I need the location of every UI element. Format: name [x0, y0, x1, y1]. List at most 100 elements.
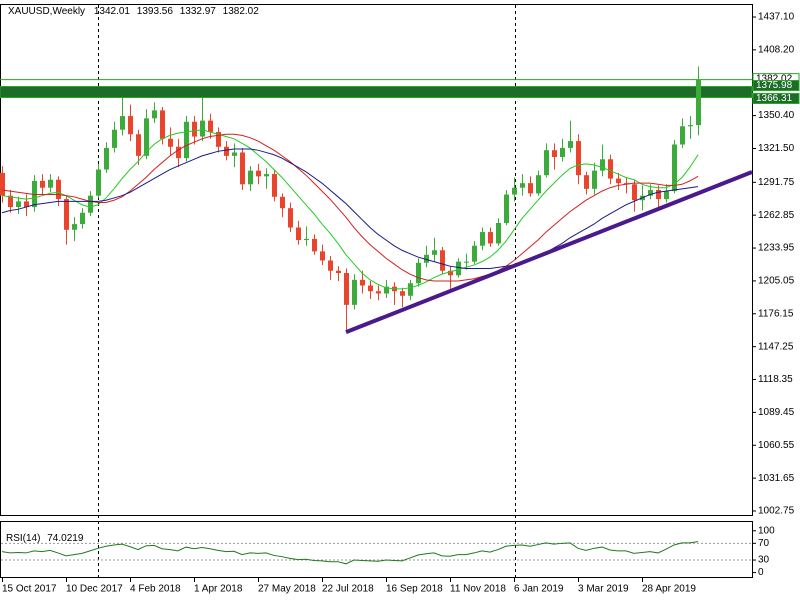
y-tick-label: 1002.75 — [758, 506, 795, 517]
candle-body — [304, 238, 309, 241]
candle-body — [224, 146, 229, 156]
candle-body — [272, 174, 277, 197]
candle-body — [384, 286, 389, 294]
candle-body — [480, 232, 485, 246]
x-tick-label: 22 Jul 2018 — [322, 584, 374, 595]
candle-body — [344, 273, 349, 305]
candle-body — [104, 147, 109, 170]
candle-body — [376, 291, 381, 294]
y-tick-label: 1408.20 — [758, 45, 795, 56]
level-label-box — [752, 80, 800, 92]
candle-body — [688, 125, 693, 127]
y-tick-label: 1350.40 — [758, 110, 795, 121]
y-tick-label: 1321.50 — [758, 143, 795, 154]
candle-body — [184, 121, 189, 159]
candle-body — [680, 126, 685, 145]
candle-body — [312, 238, 317, 252]
candle-body — [320, 251, 325, 261]
level-band — [0, 86, 753, 99]
rsi-line — [1, 541, 699, 565]
candle-body — [400, 291, 405, 296]
candle-body — [600, 159, 605, 171]
y-tick-label: 1205.05 — [758, 276, 795, 287]
level-label: 1375.98 — [756, 80, 793, 91]
ohlc-low: 1332.97 — [180, 6, 217, 17]
candle-body — [120, 116, 125, 130]
candle-body — [232, 152, 237, 156]
x-tick-label: 4 Feb 2018 — [130, 584, 181, 595]
candle-body — [64, 199, 69, 230]
y-tick-label: 1089.45 — [758, 407, 795, 418]
candle-body — [144, 118, 149, 156]
candle-body — [536, 175, 541, 194]
candle-body — [696, 79, 701, 126]
chart-header: XAUUSD,Weekly 1342.01 1393.56 1332.97 13… — [8, 6, 259, 17]
candle-body — [256, 170, 261, 177]
candle-body — [32, 180, 37, 208]
candle-body — [288, 208, 293, 228]
x-tick-label: 11 Nov 2018 — [450, 584, 506, 595]
ohlc-open: 1342.01 — [94, 6, 131, 17]
candle-body — [240, 152, 245, 185]
rsi-tick-label: 30 — [758, 555, 770, 566]
candle-body — [592, 170, 597, 189]
candle-body — [440, 250, 445, 271]
candle-body — [280, 196, 285, 209]
candle-body — [568, 141, 573, 148]
candle-body — [80, 212, 85, 225]
candle-body — [200, 120, 205, 137]
price-frame — [0, 4, 753, 516]
candle-body — [112, 129, 117, 148]
candle-body — [512, 187, 517, 195]
candle-body — [456, 261, 461, 276]
candle-body — [552, 150, 557, 158]
candle-body — [16, 201, 21, 208]
candle-body — [56, 179, 61, 200]
ohlc-high: 1393.56 — [137, 6, 174, 17]
candle-body — [216, 131, 221, 147]
candle-body — [424, 254, 429, 263]
candle-body — [0, 172, 5, 196]
candle-body — [608, 159, 613, 179]
candle-body — [664, 191, 669, 200]
rsi-tick-label: 100 — [758, 525, 775, 536]
level-label: 1382.02 — [756, 73, 793, 84]
rsi-tick-label: 0 — [758, 567, 764, 578]
rsi-header: RSI(14) 74.0219 — [6, 533, 84, 544]
candle-body — [128, 116, 133, 135]
candle-body — [296, 227, 301, 241]
candle-body — [168, 138, 173, 147]
moving-average — [1, 148, 699, 269]
candle-body — [432, 250, 437, 255]
candle-body — [208, 120, 213, 132]
level-label-box — [752, 93, 800, 105]
rsi-value: 74.0219 — [47, 533, 84, 544]
candle-body — [336, 270, 341, 274]
candle-body — [416, 262, 421, 284]
x-tick-label: 15 Oct 2017 — [2, 584, 57, 595]
chart-title: XAUUSD,Weekly — [8, 6, 85, 17]
x-tick-label: 27 May 2018 — [258, 584, 316, 595]
level-label: 1366.31 — [756, 93, 793, 104]
candle-body — [360, 279, 365, 286]
candle-body — [160, 110, 165, 139]
rsi-frame — [0, 521, 753, 578]
candle-body — [408, 283, 413, 296]
candle-body — [192, 121, 197, 137]
rsi-tick-label: 70 — [758, 538, 770, 549]
candle-body — [448, 270, 453, 276]
candle-body — [616, 178, 621, 184]
candle-body — [352, 279, 357, 305]
candle-body — [656, 189, 661, 200]
candle-body — [248, 170, 253, 185]
candle-body — [368, 285, 373, 292]
x-tick-label: 10 Dec 2017 — [66, 584, 123, 595]
candle-body — [72, 224, 77, 230]
moving-average — [1, 133, 699, 282]
ohlc-close: 1382.02 — [223, 6, 260, 17]
y-tick-label: 1118.35 — [758, 374, 793, 385]
candle-body — [88, 195, 93, 213]
y-tick-label: 1031.65 — [758, 473, 795, 484]
x-tick-label: 6 Jan 2019 — [514, 584, 564, 595]
y-tick-label: 1147.25 — [758, 341, 794, 352]
